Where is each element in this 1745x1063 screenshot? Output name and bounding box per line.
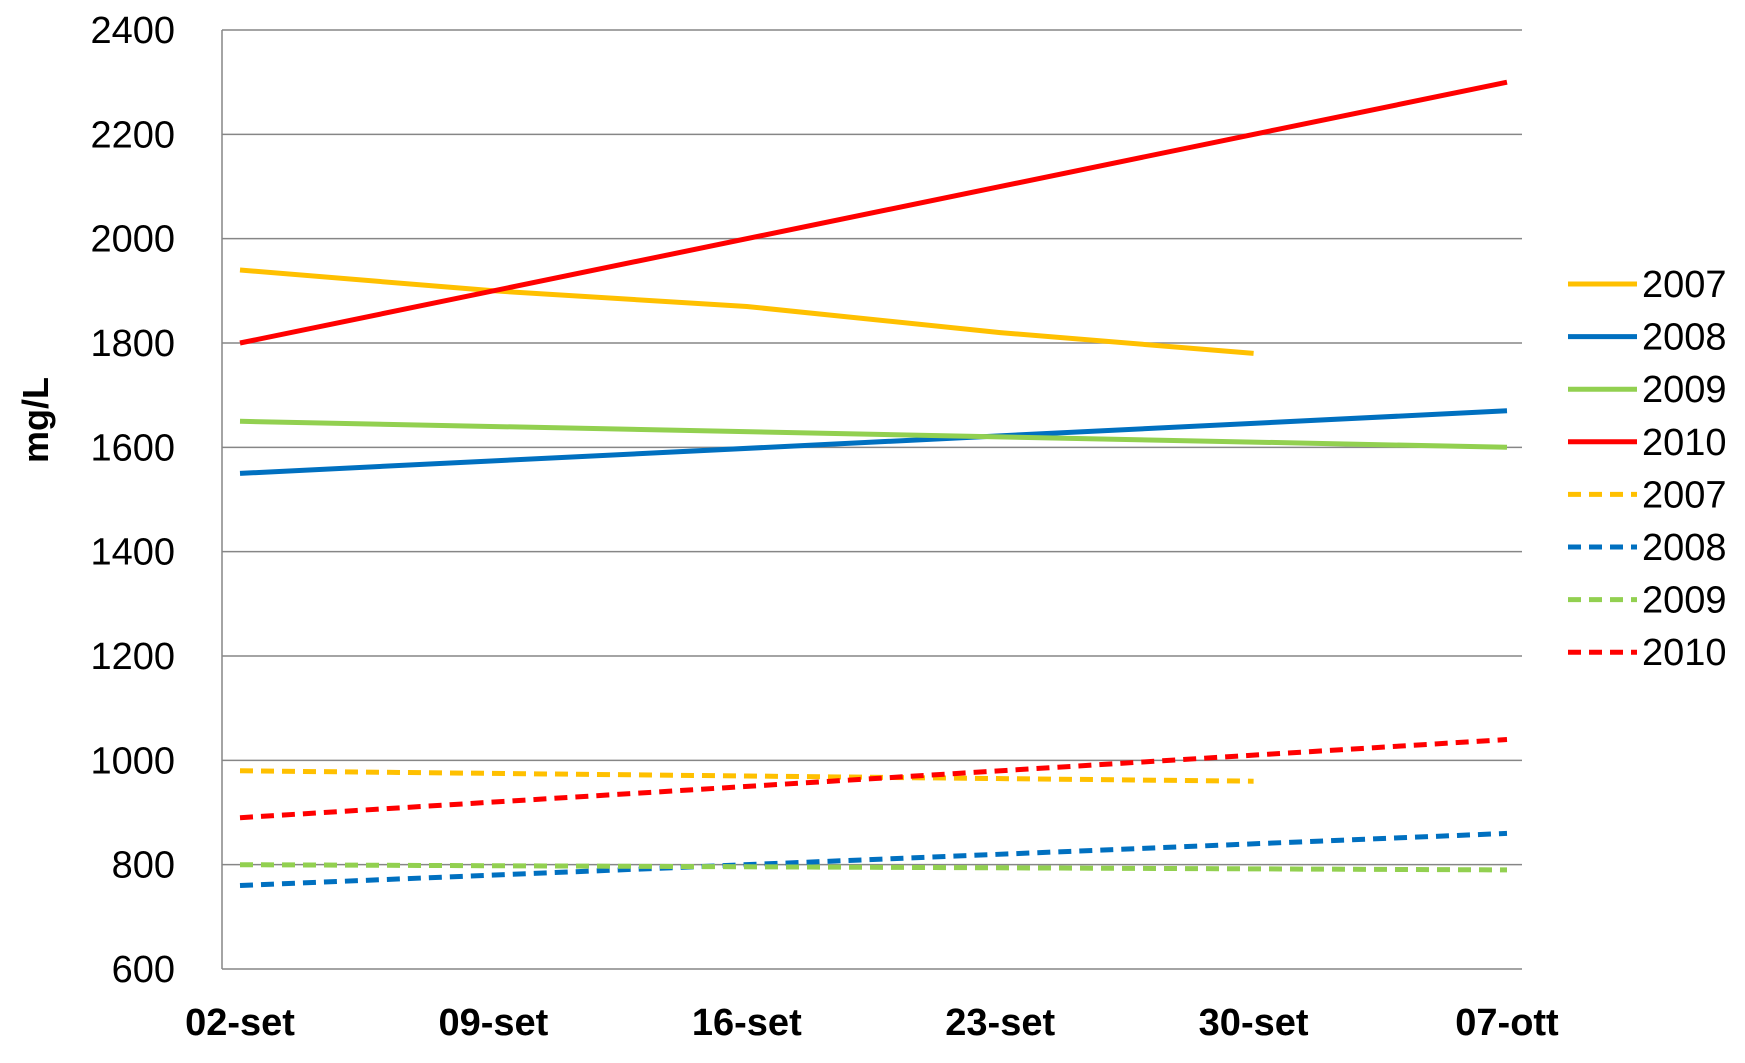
series-lines <box>239 79 1508 888</box>
x-tick-label: 07-ott <box>1455 1002 1559 1044</box>
legend-label: 2009 <box>1642 580 1727 622</box>
legend: 2007 2008 2009 2010 2007 2008 2009 2010 <box>1568 264 1727 674</box>
legend-label: 2009 <box>1642 369 1727 411</box>
legend-label: 2010 <box>1642 422 1727 464</box>
x-tick-label: 16-set <box>692 1002 802 1044</box>
series-line-2008 <box>239 408 1508 476</box>
y-tick-label: 1200 <box>90 636 175 678</box>
y-tick-label: 2400 <box>90 10 175 52</box>
y-tick-label: 1000 <box>90 740 175 782</box>
x-tick-label: 09-set <box>438 1002 548 1044</box>
x-tick-label: 23-set <box>945 1002 1055 1044</box>
y-axis-label: mg/L <box>15 377 56 463</box>
series-line-2008-dashed <box>239 830 1508 888</box>
legend-label: 2008 <box>1642 317 1727 359</box>
y-tick-label: 600 <box>112 949 175 991</box>
legend-label: 2010 <box>1642 632 1727 674</box>
x-tick-label: 02-set <box>185 1002 295 1044</box>
y-axis-ticks: 600 800 1000 1200 1400 1600 1800 2000 2200 2400 <box>90 10 175 991</box>
series-line-2007 <box>239 267 1254 356</box>
legend-label: 2007 <box>1642 264 1727 306</box>
y-tick-label: 1400 <box>90 532 175 574</box>
y-tick-label: 2200 <box>90 114 175 156</box>
gridlines <box>221 29 1522 970</box>
legend-label: 2008 <box>1642 527 1727 569</box>
legend-label: 2007 <box>1642 474 1727 516</box>
series-line-2009 <box>239 418 1508 450</box>
series-line-2009-dashed <box>239 862 1508 873</box>
y-tick-label: 1600 <box>90 427 175 469</box>
y-tick-label: 800 <box>112 845 175 887</box>
x-axis-ticks: 02-set 09-set 16-set 23-set 30-set 07-ott <box>185 1002 1559 1044</box>
series-line-2010-dashed <box>239 737 1508 821</box>
x-tick-label: 30-set <box>1199 1002 1309 1044</box>
series-line-2007-dashed <box>239 768 1254 784</box>
y-tick-label: 1800 <box>90 323 175 365</box>
series-line-2010 <box>239 79 1508 346</box>
y-tick-label: 2000 <box>90 219 175 261</box>
